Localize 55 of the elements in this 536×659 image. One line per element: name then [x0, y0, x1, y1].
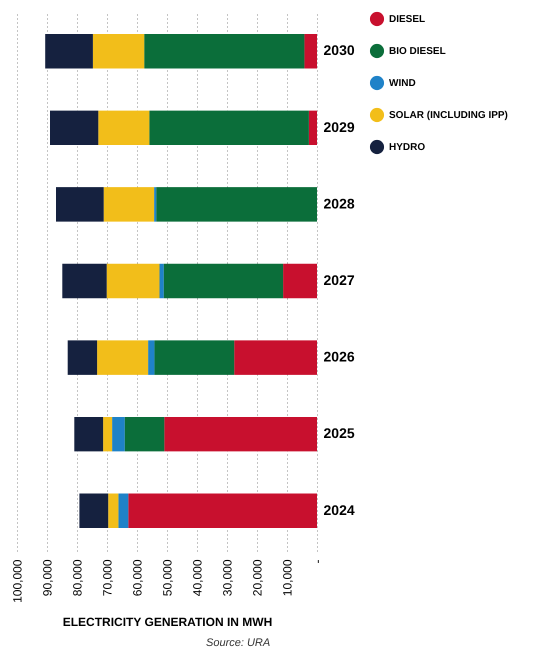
bar: [68, 340, 98, 375]
x-tick-label: 80,000: [70, 559, 84, 596]
bar: [283, 264, 317, 298]
x-axis-title: ELECTRICITY GENERATION IN MWH: [62, 614, 272, 629]
bar: [148, 340, 154, 375]
legend-label: BIO DIESEL: [389, 46, 446, 57]
bar: [160, 264, 164, 298]
bar: [154, 340, 234, 375]
x-tick-label: 50,000: [160, 559, 174, 596]
bar: [108, 494, 118, 528]
y-tick-label: 2024: [324, 502, 355, 518]
y-tick-label: 2028: [324, 195, 355, 212]
bar: [149, 110, 309, 146]
bar: [45, 34, 93, 68]
bar: [304, 34, 317, 68]
legend-label: WIND: [389, 78, 416, 89]
bar: [97, 340, 148, 375]
x-tick-label: 40,000: [190, 559, 204, 596]
bar: [79, 494, 108, 528]
x-tick-label: 70,000: [100, 559, 114, 596]
bar: [156, 187, 317, 222]
x-tick-label: 60,000: [130, 559, 144, 596]
bar: [50, 110, 98, 146]
x-tick-label: 10,000: [280, 559, 294, 596]
x-tick-label: 90,000: [40, 559, 54, 596]
y-tick-label: 2030: [324, 42, 355, 58]
y-tick-label: 2027: [324, 272, 355, 288]
bar: [124, 416, 164, 452]
bar: [98, 110, 150, 146]
bar: [128, 494, 317, 528]
bar: [103, 416, 112, 452]
bar: [104, 187, 154, 222]
x-tick-label: 20,000: [250, 559, 264, 596]
bar: [62, 264, 107, 298]
x-tick-label: 100,000: [10, 559, 24, 603]
y-tick-label: 2029: [324, 118, 355, 135]
bar: [308, 110, 317, 146]
bar: [164, 416, 317, 452]
bar: [118, 494, 128, 528]
source-note: Source: URA: [206, 637, 272, 649]
y-tick-label: 2025: [324, 425, 355, 442]
bar: [164, 264, 284, 298]
bar: [106, 264, 160, 298]
y-tick-label: 2026: [324, 348, 355, 365]
bar: [74, 416, 104, 452]
legend-label: HYDRO: [389, 142, 426, 153]
bar: [92, 34, 144, 68]
bar: [234, 340, 317, 375]
bar: [112, 416, 125, 452]
bar: [56, 187, 104, 222]
legend-label: SOLAR (INCLUDING IPP): [389, 110, 508, 121]
bar: [144, 34, 304, 68]
x-tick-label: 30,000: [220, 559, 234, 596]
legend-label: DIESEL: [389, 14, 426, 25]
x-tick-label: -: [310, 560, 324, 564]
